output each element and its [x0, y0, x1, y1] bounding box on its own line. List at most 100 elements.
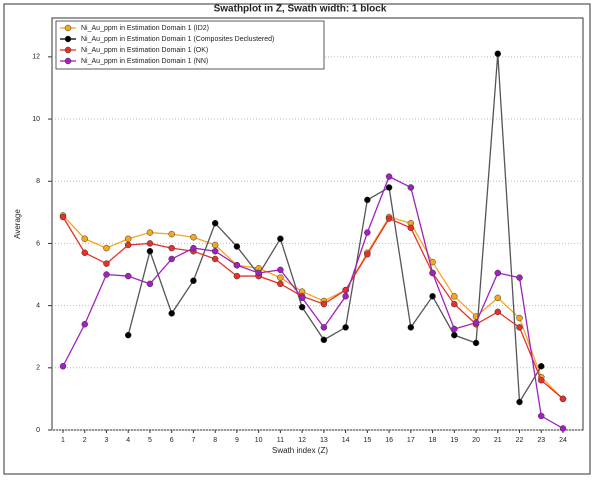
data-point	[233, 243, 241, 250]
x-tick-label: 2	[83, 437, 87, 444]
x-tick-label: 15	[363, 437, 371, 444]
data-point	[211, 247, 219, 255]
data-point	[298, 294, 306, 302]
data-point	[342, 293, 349, 300]
chart-title: Swathplot in Z, Swath width: 1 block	[214, 4, 387, 15]
data-point	[103, 244, 110, 252]
data-point	[320, 324, 328, 331]
x-tick-label: 22	[516, 437, 524, 444]
data-point	[451, 325, 458, 333]
data-point	[385, 215, 393, 222]
y-tick-label: 0	[36, 427, 40, 434]
x-tick-label: 4	[126, 437, 130, 444]
data-point	[211, 241, 219, 249]
series-line	[62, 175, 564, 430]
data-point	[385, 173, 393, 180]
data-point	[494, 269, 502, 277]
legend-label: Ni_Au_ppm in Estimation Domain 1 (OK)	[81, 47, 208, 54]
data-point	[494, 308, 502, 316]
data-point	[211, 219, 219, 227]
legend-marker	[64, 46, 72, 54]
x-tick-label: 10	[255, 437, 263, 444]
x-tick-label: 14	[342, 437, 350, 444]
data-point	[538, 363, 545, 370]
data-point	[81, 321, 88, 328]
frame	[3, 3, 591, 475]
data-point	[494, 50, 502, 58]
data-point	[146, 247, 154, 255]
x-tick-label: 24	[559, 437, 567, 444]
x-tick-label: 17	[407, 437, 415, 444]
legend-label: Ni_Au_ppm in Estimation Domain 1 (NN)	[81, 58, 208, 65]
x-tick-label: 18	[429, 437, 437, 444]
data-point	[146, 280, 154, 288]
data-point	[233, 272, 241, 280]
x-tick-label: 6	[170, 437, 174, 444]
data-point	[124, 272, 132, 280]
data-point	[277, 280, 284, 288]
series-line	[127, 53, 542, 405]
legend-box	[55, 20, 325, 70]
y-tick-label: 12	[32, 54, 40, 61]
data-point	[124, 331, 132, 339]
data-point	[59, 213, 67, 221]
x-tick-label: 1	[61, 437, 65, 444]
data-point	[146, 229, 154, 236]
data-point	[59, 363, 67, 370]
x-tick-label: 12	[298, 437, 306, 444]
data-point	[472, 339, 480, 347]
data-point	[168, 230, 175, 238]
data-point	[538, 412, 545, 420]
data-point	[81, 249, 88, 257]
data-point	[364, 196, 371, 204]
data-point	[364, 251, 371, 258]
x-tick-label: 21	[494, 437, 502, 444]
data-point	[190, 277, 197, 284]
data-point	[429, 293, 436, 300]
data-point	[559, 425, 567, 432]
data-point	[277, 235, 284, 243]
data-point	[320, 300, 328, 308]
x-tick-label: 11	[277, 437, 284, 444]
x-tick-label: 5	[148, 437, 152, 444]
data-point	[407, 184, 415, 191]
data-point	[211, 255, 219, 263]
data-point	[190, 244, 197, 252]
x-tick-label: 9	[235, 437, 239, 444]
data-point	[298, 303, 306, 311]
legend-marker	[64, 24, 72, 32]
data-point	[190, 233, 197, 241]
data-point	[407, 224, 415, 232]
x-tick-label: 7	[191, 437, 195, 444]
x-tick-label: 19	[450, 437, 458, 444]
x-tick-label: 23	[537, 437, 545, 444]
data-point	[364, 229, 371, 236]
y-tick-label: 10	[32, 116, 40, 123]
data-point	[538, 376, 545, 384]
legend-label: Ni_Au_ppm in Estimation Domain 1 (ID2)	[81, 25, 209, 32]
data-point	[429, 269, 436, 277]
x-tick-label: 16	[385, 437, 393, 444]
y-tick-label: 6	[36, 240, 40, 247]
data-point	[103, 271, 110, 278]
x-tick-label: 8	[213, 437, 217, 444]
x-tick-label: 13	[320, 437, 328, 444]
data-point	[516, 398, 523, 406]
data-point	[494, 294, 502, 302]
plot-area	[51, 17, 584, 431]
data-point	[233, 261, 241, 269]
data-point	[124, 241, 132, 249]
data-point	[516, 314, 523, 322]
data-point	[451, 331, 458, 339]
data-point	[81, 235, 88, 243]
legend-marker	[64, 35, 72, 43]
data-point	[168, 310, 175, 317]
x-tick-label: 3	[105, 437, 109, 444]
data-point	[451, 300, 458, 308]
y-tick-label: 4	[36, 302, 40, 309]
y-axis-label: Average	[13, 209, 22, 239]
data-point	[407, 324, 415, 331]
x-axis-label: Swath index (Z)	[272, 446, 328, 455]
series-line	[62, 216, 564, 400]
